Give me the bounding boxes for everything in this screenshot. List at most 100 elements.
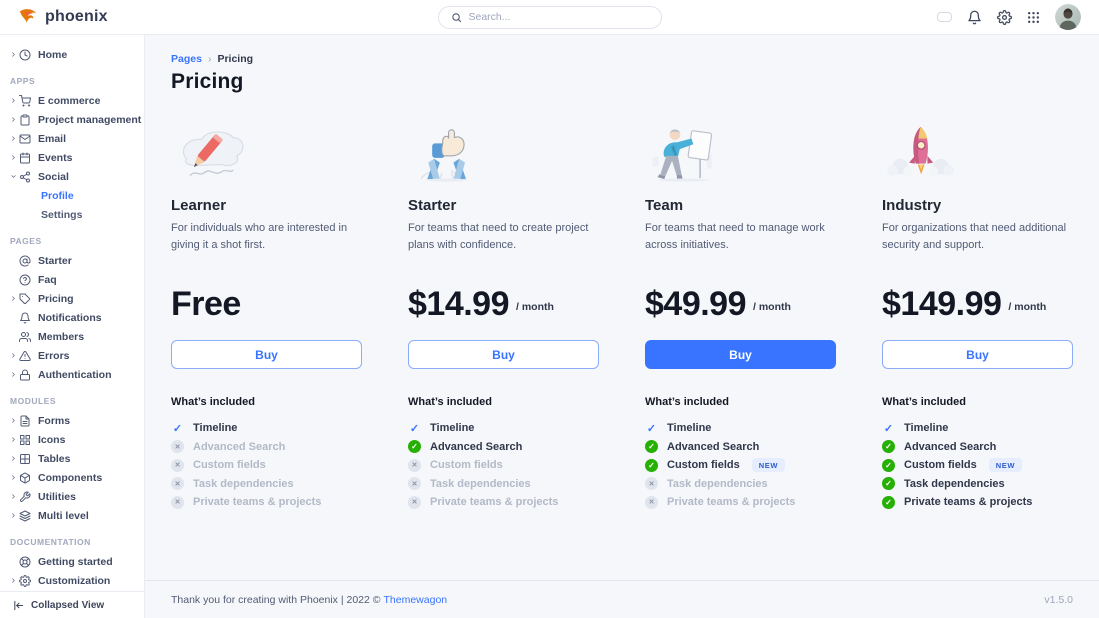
sidebar-subitem-profile[interactable]: Profile xyxy=(0,186,144,205)
sidebar-item-multi-level[interactable]: Multi level xyxy=(0,506,144,525)
feature-list: ✓ Timeline ✓ Advanced Search ✓ Custom fields N… xyxy=(882,419,1073,512)
included-title: What’s included xyxy=(408,396,492,408)
sidebar-item-getting-started[interactable]: Getting started xyxy=(0,552,144,571)
feature-list: ✓ Timeline ✓ Advanced Search ✕ Custom fields ✕… xyxy=(408,419,599,512)
sidebar-nav: Home APPS E commerce Project management Emai… xyxy=(0,35,144,591)
plan-description: For teams that need to create project pl… xyxy=(408,222,589,252)
chevron-icon xyxy=(10,474,19,481)
sidebar-item-notifications[interactable]: Notifications xyxy=(0,308,144,327)
breadcrumb: Pages › Pricing xyxy=(171,53,1073,65)
sidebar-item-customization[interactable]: Customization xyxy=(0,571,144,590)
sidebar-item-tables[interactable]: Tables xyxy=(0,449,144,468)
check-circle-icon: ✓ xyxy=(882,440,895,454)
sidebar-item-label: Getting started xyxy=(38,555,113,568)
sidebar-item-label: Icons xyxy=(38,433,66,446)
feature-item: ✓ Timeline xyxy=(408,419,599,438)
buy-button-team[interactable]: Buy xyxy=(645,340,836,369)
sidebar-item-components[interactable]: Components xyxy=(0,468,144,487)
collapsed-view-label: Collapsed View xyxy=(31,599,105,611)
at-sign-icon xyxy=(19,255,31,267)
check-icon: ✓ xyxy=(883,422,894,435)
apps-grid-icon[interactable] xyxy=(1027,11,1040,24)
pricing-plan-team: Team For teams that need to manage work … xyxy=(645,122,836,512)
feature-label: Task dependencies xyxy=(904,477,1005,490)
check-circle-icon: ✓ xyxy=(882,477,895,491)
feature-label: Private teams & projects xyxy=(430,496,559,509)
buy-button-industry[interactable]: Buy xyxy=(882,340,1073,369)
sidebar-item-icons[interactable]: Icons xyxy=(0,430,144,449)
sidebar-item-errors[interactable]: Errors xyxy=(0,346,144,365)
grid-icon xyxy=(19,434,31,446)
sidebar-item-authentication[interactable]: Authentication xyxy=(0,365,144,384)
sidebar-subitem-settings[interactable]: Settings xyxy=(0,205,144,224)
sidebar-item-project-management[interactable]: Project management xyxy=(0,110,144,129)
sidebar-section-label: MODULES xyxy=(10,396,56,406)
sidebar-item-faq[interactable]: Faq xyxy=(0,270,144,289)
search-input[interactable] xyxy=(468,11,649,23)
feature-label: Timeline xyxy=(667,422,712,435)
sidebar-subitem-label: Profile xyxy=(41,189,74,202)
plan-name: Team xyxy=(645,197,684,214)
sidebar-item-forms[interactable]: Forms xyxy=(0,411,144,430)
plan-price: $149.99 / month xyxy=(882,282,1073,326)
check-circle-icon: ✓ xyxy=(408,440,421,454)
lock-icon xyxy=(19,369,31,381)
check-icon: ✓ xyxy=(409,422,420,435)
check-icon: ✓ xyxy=(646,422,657,435)
sidebar-item-label: Components xyxy=(38,471,103,484)
price-period: / month xyxy=(516,301,554,313)
gear-icon[interactable] xyxy=(997,9,1012,25)
plan-price: $14.99 / month xyxy=(408,282,599,326)
plan-name: Learner xyxy=(171,197,227,214)
feature-label: Private teams & projects xyxy=(193,496,322,509)
buy-button-learner[interactable]: Buy xyxy=(171,340,362,369)
feature-item: ✕ Private teams & projects xyxy=(408,493,599,512)
sidebar-item-social[interactable]: Social xyxy=(0,167,144,186)
cross-circle-icon: ✕ xyxy=(408,495,421,509)
plan-description: For teams that need to manage work acros… xyxy=(645,222,825,252)
theme-toggle[interactable] xyxy=(937,12,952,22)
sidebar-item-email[interactable]: Email xyxy=(0,129,144,148)
sidebar-item-label: Social xyxy=(38,170,69,183)
chevron-icon xyxy=(10,135,19,142)
buy-button-starter[interactable]: Buy xyxy=(408,340,599,369)
file-text-icon xyxy=(19,415,31,427)
sidebar-item-utilities[interactable]: Utilities xyxy=(0,487,144,506)
themewagon-link[interactable]: Themewagon xyxy=(383,593,448,606)
sidebar-item-label: Home xyxy=(38,48,68,61)
feature-label: Custom fields xyxy=(904,459,977,472)
chevron-icon xyxy=(10,116,19,123)
rocket-illustration xyxy=(882,122,1073,182)
sidebar-item-label: Events xyxy=(38,151,73,164)
sidebar-item-pricing[interactable]: Pricing xyxy=(0,289,144,308)
feature-list: ✓ Timeline ✓ Advanced Search ✓ Custom fields N… xyxy=(645,419,836,512)
feature-label: Custom fields xyxy=(430,459,503,472)
page-title: Pricing xyxy=(171,70,244,93)
sidebar-item-home[interactable]: Home xyxy=(0,45,144,64)
thumbs-up-illustration xyxy=(408,122,599,182)
sidebar-item-starter[interactable]: Starter xyxy=(0,251,144,270)
price-value: Free xyxy=(171,284,241,323)
check-circle-icon: ✓ xyxy=(882,458,895,472)
sidebar-item-label: Errors xyxy=(38,349,70,362)
sidebar-item-label: Project management xyxy=(38,113,142,126)
sidebar-item-e-commerce[interactable]: E commerce xyxy=(0,91,144,110)
sidebar-item-members[interactable]: Members xyxy=(0,327,144,346)
brand[interactable]: phoenix xyxy=(18,7,108,27)
chevron-icon xyxy=(10,295,19,302)
chevron-icon xyxy=(10,512,19,519)
sidebar-subitem-label: Settings xyxy=(41,208,83,221)
bell-icon[interactable] xyxy=(967,10,982,25)
sidebar: Home APPS E commerce Project management Emai… xyxy=(0,35,145,618)
collapsed-view-toggle[interactable]: Collapsed View xyxy=(0,591,144,618)
user-avatar[interactable] xyxy=(1055,4,1081,30)
feature-label: Advanced Search xyxy=(667,440,760,453)
sidebar-item-label: Email xyxy=(38,132,67,145)
feature-item: ✓ Timeline xyxy=(645,419,836,438)
feature-item: ✕ Task dependencies xyxy=(645,475,836,494)
feature-label: Task dependencies xyxy=(193,477,294,490)
breadcrumb-pages-link[interactable]: Pages xyxy=(171,53,202,65)
sidebar-item-events[interactable]: Events xyxy=(0,148,144,167)
tool-icon xyxy=(19,491,31,503)
feature-item: ✓ Custom fields NEW xyxy=(645,456,836,475)
